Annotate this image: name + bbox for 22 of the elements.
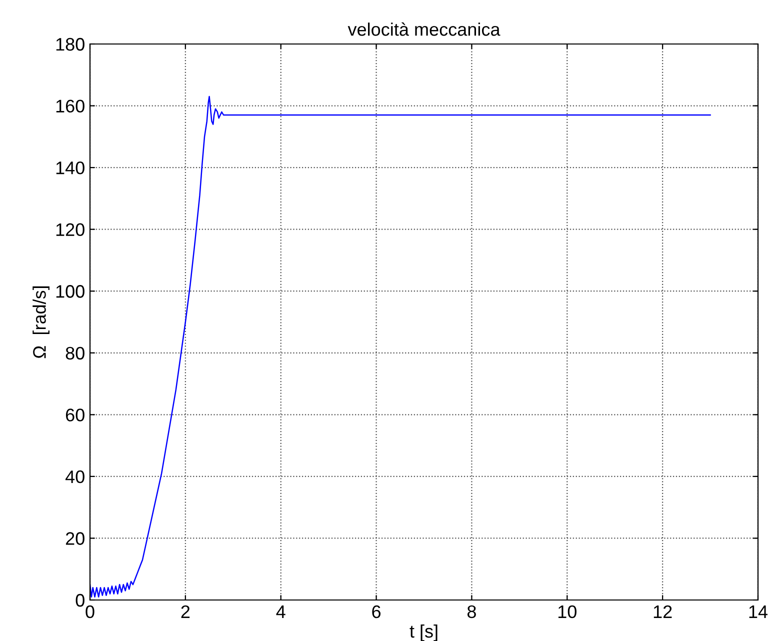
x-tick-label: 6	[372, 605, 381, 618]
y-tick-label: 20	[66, 532, 84, 545]
x-axis-title: t [s]	[410, 624, 438, 641]
y-tick-label: 120	[56, 223, 84, 236]
x-tick-label: 14	[749, 606, 768, 618]
x-tick-label: 8	[467, 605, 476, 618]
chart-title: velocità meccanica	[348, 22, 500, 36]
y-axis-title: Ω [rad/s]	[32, 286, 50, 358]
y-tick-label: 80	[66, 346, 84, 360]
x-tick-label: 12	[654, 605, 672, 618]
y-tick-label: 100	[56, 285, 84, 298]
x-tick-label: 2	[181, 605, 190, 618]
y-tick-label: 40	[65, 470, 84, 484]
y-tick-label: 180	[56, 38, 84, 51]
y-tick-label: 0	[76, 594, 84, 607]
x-tick-label: 4	[276, 606, 286, 618]
y-tick-label: 140	[56, 161, 84, 174]
line-series	[90, 96, 711, 598]
y-tick-label: 60	[66, 408, 84, 422]
x-tick-label: 10	[558, 605, 576, 618]
y-tick-label: 160	[56, 100, 84, 112]
x-tick-label: 0	[86, 605, 94, 618]
